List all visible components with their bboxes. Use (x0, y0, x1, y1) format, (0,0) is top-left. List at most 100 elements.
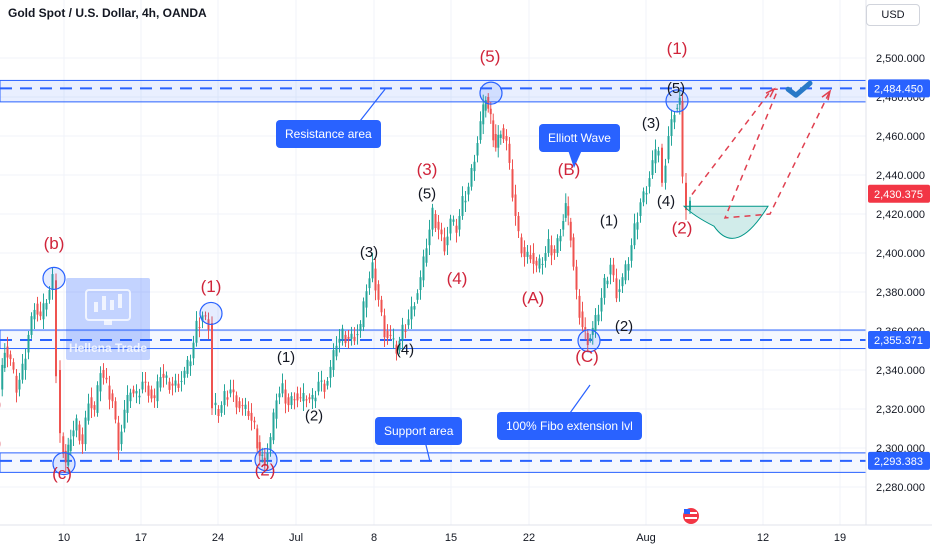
candle (434, 210, 437, 232)
currency-selector[interactable]: USD (866, 4, 920, 26)
candle-body (651, 160, 654, 175)
candle-body (425, 248, 428, 263)
candle-body (129, 392, 132, 402)
candle (374, 258, 377, 301)
candle (645, 186, 648, 205)
candle (446, 226, 449, 255)
callout-fibo-extension[interactable]: 100% Fibo extension lvl (497, 412, 642, 440)
callout-resistance-area[interactable]: Resistance area (276, 120, 381, 148)
candle (664, 158, 667, 190)
candle-body (365, 291, 368, 308)
candle-body (64, 450, 67, 463)
candle-body (547, 238, 550, 253)
candle-body (195, 320, 198, 343)
candle (569, 217, 572, 248)
candle (535, 256, 538, 273)
flag-stripe (685, 512, 697, 514)
candle (676, 104, 679, 113)
x-tick-label: 8 (371, 532, 377, 544)
candle-body (639, 202, 642, 216)
candle (138, 388, 141, 405)
price-label-bg (868, 184, 930, 203)
pivot-marker (479, 81, 503, 105)
candle-body (150, 389, 153, 399)
candle-body (413, 306, 416, 310)
candle-body (62, 436, 65, 455)
candle (162, 364, 165, 388)
candle (90, 387, 93, 418)
candle (320, 370, 323, 392)
candle (223, 384, 226, 415)
candle (633, 213, 636, 250)
candle-body (487, 97, 490, 109)
candle-body (482, 104, 485, 125)
candle (105, 368, 108, 384)
chart-title: Gold Spot / U.S. Dollar, 4h, OANDA (8, 6, 207, 20)
candle-body (562, 221, 565, 230)
candle-body (278, 393, 281, 398)
candle-body (87, 403, 90, 421)
candle (48, 286, 51, 304)
candle-body (9, 354, 12, 360)
x-tick-label: Aug (636, 532, 656, 544)
candle (559, 229, 562, 252)
candle (323, 379, 326, 399)
candle-body (256, 428, 259, 449)
candle-body (33, 309, 36, 320)
candle-body (575, 266, 578, 290)
candle-body (520, 237, 523, 254)
candle (567, 196, 570, 226)
price-label-bg (868, 79, 930, 98)
candle (636, 212, 639, 240)
wave-label: (2) (615, 318, 633, 335)
x-tick-label: 15 (445, 532, 457, 544)
candle-body (458, 215, 461, 230)
candle (290, 392, 293, 409)
candle-body (494, 134, 497, 148)
candle (648, 171, 651, 194)
callout-support-area[interactable]: Support area (375, 417, 463, 445)
candle (511, 159, 514, 202)
wave-label: (A) (522, 289, 545, 308)
candle (150, 385, 153, 403)
candle (55, 273, 57, 384)
candle (132, 385, 135, 398)
candle-body (497, 134, 500, 148)
candle (214, 393, 217, 415)
candle (78, 420, 81, 445)
candle (39, 301, 42, 321)
candle (627, 257, 630, 281)
candle (165, 371, 168, 385)
candle-body (685, 182, 687, 211)
candle (584, 317, 587, 340)
candle-body (529, 254, 532, 260)
candle-body (618, 289, 621, 292)
candle-body (144, 381, 147, 383)
candle (102, 363, 105, 385)
candle-body (377, 284, 380, 300)
candle (416, 289, 419, 304)
candle-body (612, 264, 615, 276)
candle (120, 424, 123, 451)
candle (455, 218, 458, 243)
callout-pointer (569, 384, 591, 414)
candle (27, 331, 30, 360)
candle (72, 420, 75, 447)
candle (681, 94, 684, 184)
candle-body (165, 375, 168, 378)
candle (514, 184, 517, 226)
candle-body (476, 143, 479, 156)
candle-body (461, 196, 464, 216)
callout-elliott-wave[interactable]: Elliott Wave (539, 124, 620, 152)
candle (250, 403, 253, 431)
candle-body (126, 394, 129, 413)
candle (64, 444, 67, 473)
price-label-bg (868, 451, 930, 470)
candle-body (392, 338, 395, 340)
candle (489, 101, 492, 124)
candle (308, 393, 311, 404)
candle (591, 321, 594, 345)
candle-body (24, 358, 27, 370)
